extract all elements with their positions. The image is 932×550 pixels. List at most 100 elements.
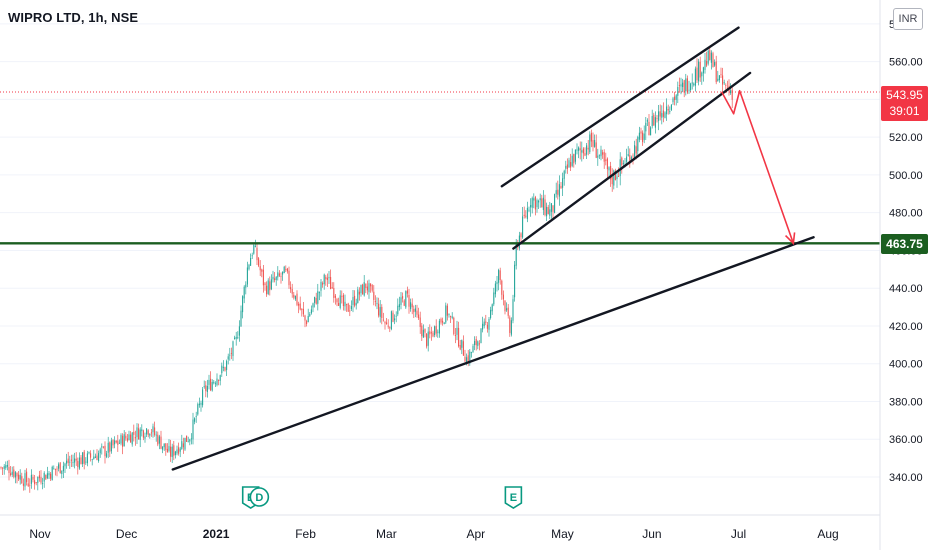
candle-body — [445, 305, 447, 323]
dividend-marker-icon[interactable]: D — [249, 487, 270, 507]
candle-body — [130, 434, 132, 443]
candle-body — [13, 469, 15, 477]
candle-body — [10, 473, 12, 476]
candle-body — [480, 328, 482, 344]
candle-body — [285, 268, 287, 270]
candle-body — [451, 316, 453, 318]
candle-body — [731, 89, 733, 100]
candle-body — [11, 471, 13, 475]
candle-body — [294, 295, 296, 300]
candle-body — [531, 197, 533, 208]
candle-body — [707, 50, 709, 64]
candle-body — [530, 204, 532, 208]
chart-title: WIPRO LTD, 1h, NSE — [8, 10, 139, 25]
candle-body — [75, 458, 77, 461]
candle-body — [66, 460, 68, 464]
candle-body — [349, 310, 351, 312]
drawings — [0, 26, 880, 471]
candle-body — [587, 147, 589, 150]
candle-body — [568, 160, 570, 168]
candle-body — [595, 142, 597, 158]
candle-body — [515, 243, 517, 266]
candle-body — [626, 156, 628, 162]
candle-body — [18, 474, 20, 480]
candle-body — [726, 87, 728, 89]
candle-body — [293, 294, 295, 298]
candle-body — [459, 344, 461, 350]
earnings-marker-icon[interactable]: E — [504, 486, 523, 509]
candle-body — [574, 149, 576, 162]
candle-body — [514, 264, 516, 298]
candle-body — [502, 294, 504, 300]
candle-body — [222, 366, 224, 368]
candle-body — [472, 345, 474, 353]
candle-body — [606, 158, 608, 170]
candle-body — [256, 247, 258, 261]
candle-body — [352, 296, 354, 305]
candle-body — [573, 154, 575, 164]
candle-body — [360, 285, 362, 294]
candle-body — [560, 185, 562, 189]
candle-body — [134, 437, 136, 439]
candle-body — [91, 459, 93, 461]
candle-body — [248, 264, 250, 270]
candle-body — [3, 466, 5, 469]
candle-body — [434, 326, 436, 336]
price-tick-label: 400.00 — [889, 359, 923, 371]
price-tick-label: 380.00 — [889, 396, 923, 408]
candle-body — [290, 287, 292, 290]
candle-body — [238, 326, 240, 336]
candle-body — [240, 310, 242, 327]
candle-body — [16, 472, 18, 477]
trend-line — [500, 26, 740, 188]
candle-body — [323, 274, 325, 285]
candle-body — [242, 296, 244, 313]
candle-body — [458, 327, 460, 347]
candle-body — [709, 50, 711, 61]
currency-badge[interactable]: INR — [893, 8, 923, 30]
candle-body — [40, 476, 42, 483]
price-tick-label: 500.00 — [889, 170, 923, 182]
time-tick-label: 2021 — [203, 527, 230, 541]
time-tick-label: May — [551, 527, 574, 541]
candle-body — [328, 277, 330, 279]
projection-arrow — [720, 89, 795, 244]
candle-body — [131, 432, 133, 445]
candle-body — [462, 341, 464, 356]
candle-body — [509, 317, 511, 333]
candle-body — [208, 380, 210, 385]
candle-body — [267, 280, 269, 294]
candle-body — [478, 343, 480, 345]
candle-body — [373, 291, 375, 300]
candle-body — [176, 449, 178, 454]
candle-body — [437, 331, 439, 333]
time-tick-label: Jun — [642, 527, 661, 541]
candle-body — [112, 440, 114, 446]
candle-body — [346, 303, 348, 305]
candle-body — [653, 114, 655, 126]
candle-body — [315, 297, 317, 304]
price-tick-label: 480.00 — [889, 208, 923, 220]
candle-body — [144, 436, 146, 439]
candle-body — [355, 302, 357, 306]
candle-body — [280, 276, 282, 277]
last-price-tag: 543.95 39:01 — [881, 86, 928, 121]
candle-body — [253, 245, 255, 254]
candle-body — [174, 451, 176, 456]
candle-body — [392, 312, 394, 322]
candle-body — [501, 280, 503, 295]
candle-body — [366, 286, 368, 291]
candle-body — [61, 470, 63, 475]
candle-body — [506, 308, 508, 311]
price-axis: 340.00360.00380.00400.00420.00440.00460.… — [879, 0, 923, 550]
trend-line — [171, 236, 815, 471]
time-tick-label: Mar — [376, 527, 397, 541]
candle-body — [259, 266, 261, 271]
candle-body — [331, 287, 333, 289]
candle-body — [299, 303, 301, 310]
candle-body — [274, 278, 276, 281]
candle-body — [262, 269, 264, 286]
candle-body — [646, 120, 648, 122]
candle-body — [118, 442, 120, 444]
